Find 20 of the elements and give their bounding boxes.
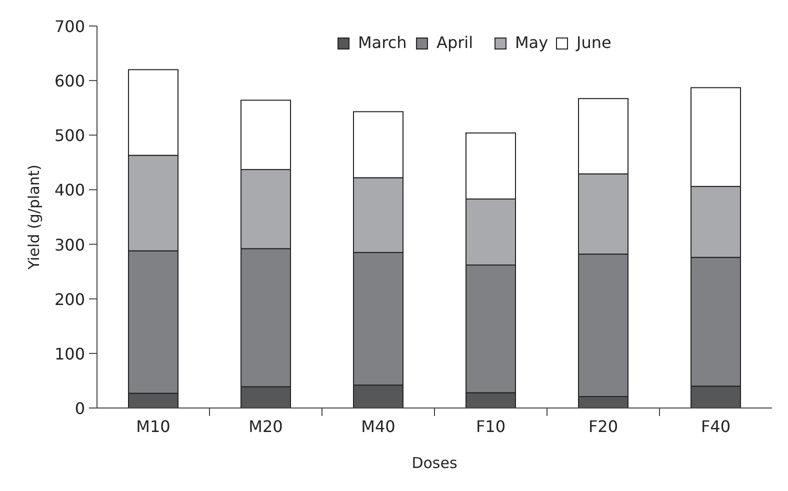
- x-tick-label: F20: [588, 417, 618, 436]
- y-tick-label: 700: [54, 17, 85, 36]
- y-tick-label: 100: [54, 344, 85, 364]
- y-tick-label: 600: [54, 72, 85, 91]
- legend-label: April: [436, 33, 474, 52]
- x-tick-label: M20: [248, 417, 283, 436]
- y-axis-title: Yield (g/plant): [25, 164, 43, 271]
- x-tick-label: F10: [476, 417, 506, 436]
- y-tick-label: 200: [54, 290, 85, 309]
- y-tick-label: 500: [54, 126, 85, 146]
- x-axis-title: Doses: [412, 454, 458, 472]
- y-tick-label: 400: [54, 180, 85, 200]
- legend-label: May: [515, 33, 548, 52]
- y-tick-label: 0: [74, 399, 85, 418]
- legend-label: March: [358, 33, 407, 52]
- x-tick-label: F40: [700, 417, 731, 436]
- y-tick-label: 300: [54, 235, 85, 254]
- legend-label: June: [576, 33, 612, 52]
- x-tick-label: M40: [361, 417, 396, 436]
- x-tick-label: M10: [136, 417, 170, 436]
